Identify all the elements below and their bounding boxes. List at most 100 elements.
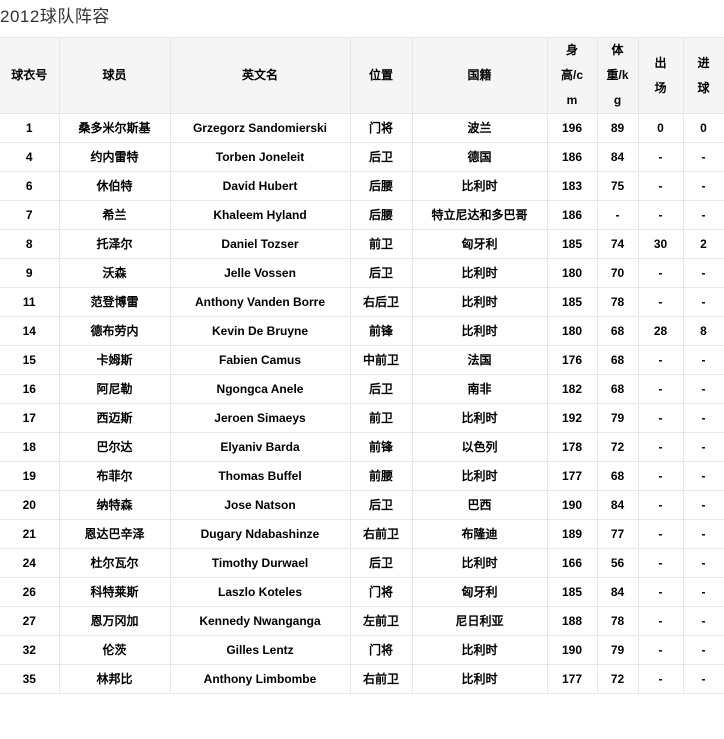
cell-appearances: - [637,548,684,578]
cell-nationality: 匈牙利 [411,577,548,607]
cell-english-name: Jose Natson [169,490,351,520]
cell-height-cm: 186 [546,200,598,230]
cell-nationality: 比利时 [411,316,548,346]
cell-weight-kg: 77 [596,519,639,549]
cell-english-name: Jelle Vossen [169,258,351,288]
cell-appearances: - [637,432,684,462]
cell-position: 门将 [349,113,413,143]
table-row: 9 沃森 Jelle Vossen 后卫 比利时 180 70- - [0,258,724,288]
cell-position: 前锋 [349,432,413,462]
cell-height-cm: 186 [546,142,598,172]
column-header-appearances: 出 场 [637,37,684,114]
cell-height-cm: 192 [546,403,598,433]
cell-nationality: 比利时 [411,258,548,288]
table-row: 4 约内雷特 Torben Joneleit 后卫 德国 186 84- - [0,142,724,172]
cell-weight-kg: 79 [596,635,639,665]
cell-jersey-number: 1 [0,113,60,143]
table-row: 26 科特莱斯 Laszlo Koteles 门将 匈牙利 185 84- - [0,577,724,607]
cell-weight-kg: 68 [596,345,639,375]
cell-height-cm: 182 [546,374,598,404]
cell-english-name: Timothy Durwael [169,548,351,578]
cell-goals: - [682,606,724,636]
cell-weight-kg: 70 [596,258,639,288]
table-row: 8 托泽尔 Daniel Tozser 前卫 匈牙利 185 74 30 2 [0,229,724,259]
cell-player: 约内雷特 [58,142,171,172]
cell-position: 右前卫 [349,519,413,549]
column-header-weight-kg: 体 重/k g [596,37,639,114]
table-row: 18 巴尔达 Elyaniv Barda 前锋 以色列 178 72- - [0,432,724,462]
table-row: 32 伦茨 Gilles Lentz 门将 比利时 190 79- - [0,635,724,665]
cell-height-cm: 188 [546,606,598,636]
cell-weight-kg: 72 [596,432,639,462]
cell-english-name: Daniel Tozser [169,229,351,259]
cell-appearances: 0 [637,113,684,143]
cell-jersey-number: 32 [0,635,60,665]
cell-height-cm: 190 [546,490,598,520]
cell-nationality: 特立尼达和多巴哥 [411,200,548,230]
cell-appearances: - [637,519,684,549]
cell-height-cm: 196 [546,113,598,143]
cell-weight-kg: 84 [596,490,639,520]
cell-goals: - [682,287,724,317]
cell-weight-kg: 68 [596,316,639,346]
cell-appearances: - [637,374,684,404]
cell-jersey-number: 15 [0,345,60,375]
cell-nationality: 南非 [411,374,548,404]
cell-english-name: Anthony Limbombe [169,664,351,694]
cell-goals: - [682,519,724,549]
cell-goals: - [682,490,724,520]
cell-weight-kg: 79 [596,403,639,433]
cell-nationality: 德国 [411,142,548,172]
cell-appearances: - [637,200,684,230]
cell-goals: - [682,577,724,607]
page-title: 2012球队阵容 [0,7,110,26]
cell-goals: - [682,635,724,665]
cell-player: 林邦比 [58,664,171,694]
cell-position: 后卫 [349,142,413,172]
cell-jersey-number: 17 [0,403,60,433]
cell-appearances: - [637,635,684,665]
table-row: 15 卡姆斯 Fabien Camus 中前卫 法国 176 68- - [0,345,724,375]
cell-position: 门将 [349,577,413,607]
cell-jersey-number: 21 [0,519,60,549]
cell-appearances: - [637,403,684,433]
cell-weight-kg: 74 [596,229,639,259]
cell-nationality: 比利时 [411,287,548,317]
cell-jersey-number: 19 [0,461,60,491]
cell-jersey-number: 20 [0,490,60,520]
cell-position: 左前卫 [349,606,413,636]
column-header-player: 球员 [58,37,171,114]
cell-english-name: Kevin De Bruyne [169,316,351,346]
cell-english-name: David Hubert [169,171,351,201]
cell-nationality: 比利时 [411,664,548,694]
cell-jersey-number: 9 [0,258,60,288]
cell-position: 前卫 [349,403,413,433]
cell-nationality: 布隆迪 [411,519,548,549]
cell-english-name: Thomas Buffel [169,461,351,491]
cell-goals: 2 [682,229,724,259]
cell-appearances: - [637,142,684,172]
cell-position: 右前卫 [349,664,413,694]
cell-goals: - [682,345,724,375]
cell-position: 中前卫 [349,345,413,375]
cell-weight-kg: 78 [596,287,639,317]
cell-position: 后卫 [349,258,413,288]
cell-appearances: - [637,606,684,636]
cell-player: 沃森 [58,258,171,288]
cell-player: 桑多米尔斯基 [58,113,171,143]
cell-position: 后卫 [349,374,413,404]
cell-nationality: 比利时 [411,171,548,201]
cell-goals: - [682,461,724,491]
cell-weight-kg: 84 [596,577,639,607]
cell-jersey-number: 24 [0,548,60,578]
table-row: 35 林邦比 Anthony Limbombe 右前卫 比利时 177 72- - [0,664,724,694]
cell-english-name: Anthony Vanden Borre [169,287,351,317]
cell-height-cm: 189 [546,519,598,549]
cell-player: 阿尼勒 [58,374,171,404]
column-header-nationality: 国籍 [411,37,548,114]
cell-goals: - [682,664,724,694]
table-row: 14 德布劳内 Kevin De Bruyne 前锋 比利时 180 68 28 8 [0,316,724,346]
cell-player: 托泽尔 [58,229,171,259]
table-row: 20 纳特森 Jose Natson 后卫 巴西 190 84- - [0,490,724,520]
